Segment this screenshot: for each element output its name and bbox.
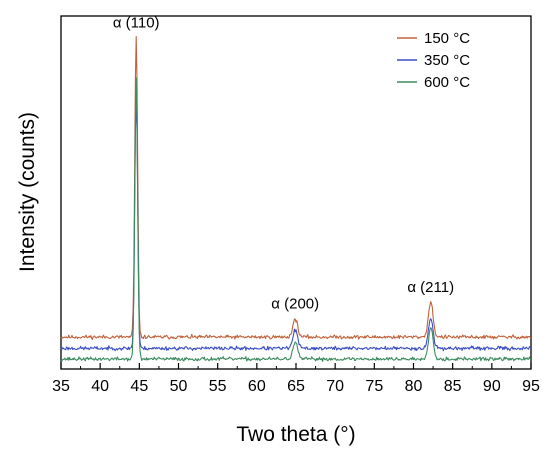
x-tick-label-4: 55: [209, 378, 227, 395]
x-tick-label-9: 80: [405, 378, 423, 395]
x-tick-label-5: 60: [248, 378, 266, 395]
x-tick-label-8: 75: [365, 378, 383, 395]
series-layer: [60, 36, 532, 362]
x-tick-label-11: 90: [483, 378, 501, 395]
legend-label-1: 350 °C: [424, 52, 470, 69]
x-axis-title: Two theta (°): [236, 423, 355, 446]
series-line-2: [60, 77, 532, 362]
x-tick-label-3: 50: [170, 378, 188, 395]
x-axis-ticks: 35 40 45 50 55 60 65 70 75 80 85 90 95: [52, 363, 540, 395]
x-tick-label-1: 40: [91, 378, 109, 395]
legend-label-2: 600 °C: [424, 74, 470, 91]
peak-label-1: α (200): [271, 296, 319, 313]
x-tick-label-0: 35: [52, 378, 70, 395]
x-tick-label-10: 85: [444, 378, 462, 395]
peak-label-0: α (110): [113, 14, 160, 31]
y-axis-title: Intensity (counts): [16, 112, 39, 272]
x-tick-label-6: 65: [287, 378, 305, 395]
x-tick-label-7: 70: [326, 378, 344, 395]
x-tick-label-2: 45: [130, 378, 148, 395]
peak-annotations: α (110) α (200) α (211): [113, 14, 454, 312]
legend-label-0: 150 °C: [424, 30, 470, 47]
peak-label-2: α (211): [407, 279, 454, 296]
x-tick-label-12: 95: [522, 378, 540, 395]
legend: 150 °C 350 °C 600 °C: [397, 30, 470, 91]
